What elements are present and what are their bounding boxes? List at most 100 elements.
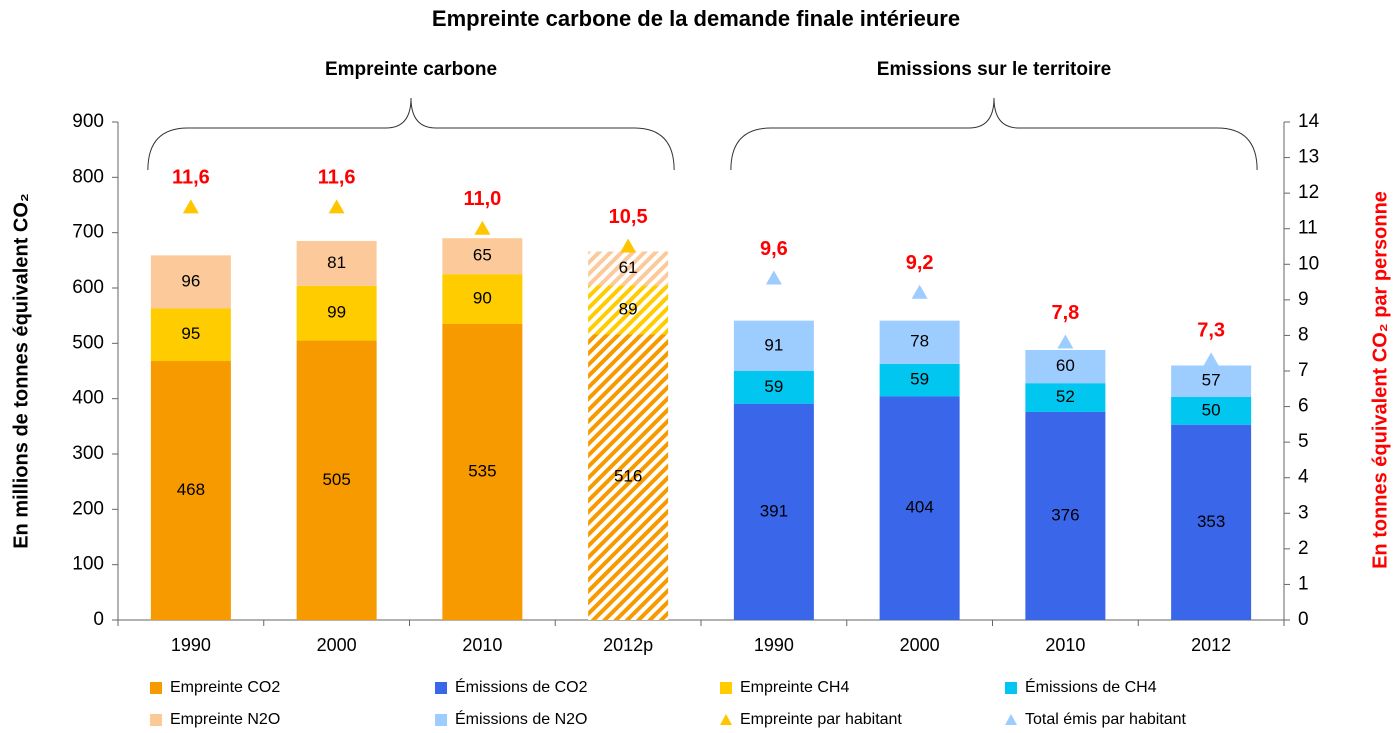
bar-segment: [1025, 349, 1106, 384]
data-label: 11,6: [318, 167, 356, 189]
x-tick-label: 2000: [900, 635, 940, 655]
data-label: 9,6: [760, 238, 788, 260]
bar-segment: [879, 320, 960, 364]
bar-segment: [733, 403, 814, 620]
group-label: Emissions sur le territoire: [877, 59, 1111, 80]
legend-swatch: [150, 682, 162, 694]
y-tick-label: 600: [72, 277, 104, 298]
bar-segment: [588, 251, 669, 286]
bar-segment: [150, 361, 231, 620]
data-label: 505: [322, 470, 350, 489]
data-label: 89: [619, 299, 638, 318]
x-tick-label: 2012: [1191, 635, 1231, 655]
y-tick-label: 300: [72, 443, 104, 464]
data-label: 7,8: [1051, 302, 1079, 324]
bar-segment: [733, 320, 814, 371]
legend-marker: [1005, 714, 1017, 725]
y2-tick-label: 2: [1298, 538, 1309, 559]
bar-segment: [150, 255, 231, 309]
marker: [328, 199, 345, 214]
bar-segment: [442, 274, 523, 324]
x-tick-label: 1990: [171, 635, 211, 655]
y-tick-label: 400: [72, 388, 104, 409]
y2-tick-label: 7: [1298, 360, 1309, 381]
marker: [620, 238, 637, 253]
y-tick-label: 900: [72, 111, 104, 132]
data-label: 95: [181, 324, 200, 343]
legend-label: Émissions de CH4: [1025, 677, 1157, 696]
y-tick-label: 200: [72, 498, 104, 519]
legend-swatch: [435, 714, 447, 726]
y2-tick-label: 4: [1298, 467, 1309, 488]
data-label: 59: [764, 377, 783, 396]
data-label: 78: [910, 332, 929, 351]
bar-segment: [588, 334, 669, 620]
data-label: 90: [473, 289, 492, 308]
legend-marker: [720, 714, 732, 725]
marker: [1057, 334, 1074, 349]
bar-segment: [296, 240, 377, 286]
data-label: 9,2: [906, 252, 934, 274]
legend-swatch: [435, 682, 447, 694]
data-label: 81: [327, 253, 346, 272]
bar-segment: [733, 371, 814, 404]
group-brace: [730, 97, 1258, 171]
y-tick-label: 100: [72, 554, 104, 575]
y2-tick-label: 10: [1298, 253, 1319, 274]
legend-label: Empreinte par habitant: [740, 711, 902, 728]
x-tick-label: 1990: [754, 635, 794, 655]
x-tick-label: 2012p: [603, 635, 653, 655]
marker: [1203, 352, 1220, 367]
data-label: 353: [1197, 512, 1225, 531]
y2-axis-label: En tonnes équivalent CO₂ par personne: [1369, 191, 1391, 569]
bar-segment: [1025, 383, 1106, 412]
group-label: Empreinte carbone: [325, 59, 497, 80]
bar-segment: [442, 323, 523, 620]
legend-swatch: [150, 714, 162, 726]
y-tick-label: 800: [72, 166, 104, 187]
data-label: 65: [473, 246, 492, 265]
legend-label: Total émis par habitant: [1025, 711, 1187, 728]
legend-swatch: [720, 682, 732, 694]
data-label: 57: [1202, 371, 1221, 390]
marker: [911, 284, 928, 299]
data-label: 7,3: [1197, 320, 1225, 342]
bar-segment: [150, 308, 231, 362]
bar-segment: [1025, 411, 1106, 620]
y2-tick-label: 0: [1298, 609, 1309, 630]
data-label: 404: [905, 498, 933, 517]
legend-swatch: [1005, 682, 1017, 694]
legend-label: Empreinte CH4: [740, 679, 849, 696]
data-label: 52: [1056, 387, 1075, 406]
bar-segment: [442, 238, 523, 275]
bar-segment: [879, 363, 960, 397]
legend-label: Empreinte N2O: [170, 711, 280, 728]
data-label: 376: [1051, 505, 1079, 524]
data-label: 535: [468, 461, 496, 480]
marker: [182, 199, 199, 214]
data-label: 516: [614, 467, 642, 486]
y-tick-label: 500: [72, 332, 104, 353]
data-label: 91: [764, 335, 783, 354]
data-label: 60: [1056, 356, 1075, 375]
bar-segment: [879, 396, 960, 620]
bar-segment: [588, 285, 669, 335]
y2-tick-label: 1: [1298, 573, 1309, 594]
y2-tick-label: 14: [1298, 111, 1320, 132]
data-label: 96: [181, 271, 200, 290]
data-label: 468: [177, 480, 205, 499]
y2-tick-label: 12: [1298, 182, 1319, 203]
bar-segment: [1171, 365, 1252, 398]
y2-tick-label: 5: [1298, 431, 1309, 452]
chart-title: Empreinte carbone de la demande finale i…: [432, 6, 960, 31]
legend-label: Empreinte CO2: [170, 679, 280, 696]
y2-tick-label: 13: [1298, 147, 1319, 168]
bar-segment: [1171, 397, 1252, 425]
data-label: 391: [760, 501, 788, 520]
y2-tick-label: 8: [1298, 324, 1309, 345]
x-tick-label: 2010: [1045, 635, 1085, 655]
data-label: 59: [910, 370, 929, 389]
x-tick-label: 2000: [317, 635, 357, 655]
data-label: 11,0: [463, 188, 501, 210]
data-label: 10,5: [609, 206, 648, 228]
